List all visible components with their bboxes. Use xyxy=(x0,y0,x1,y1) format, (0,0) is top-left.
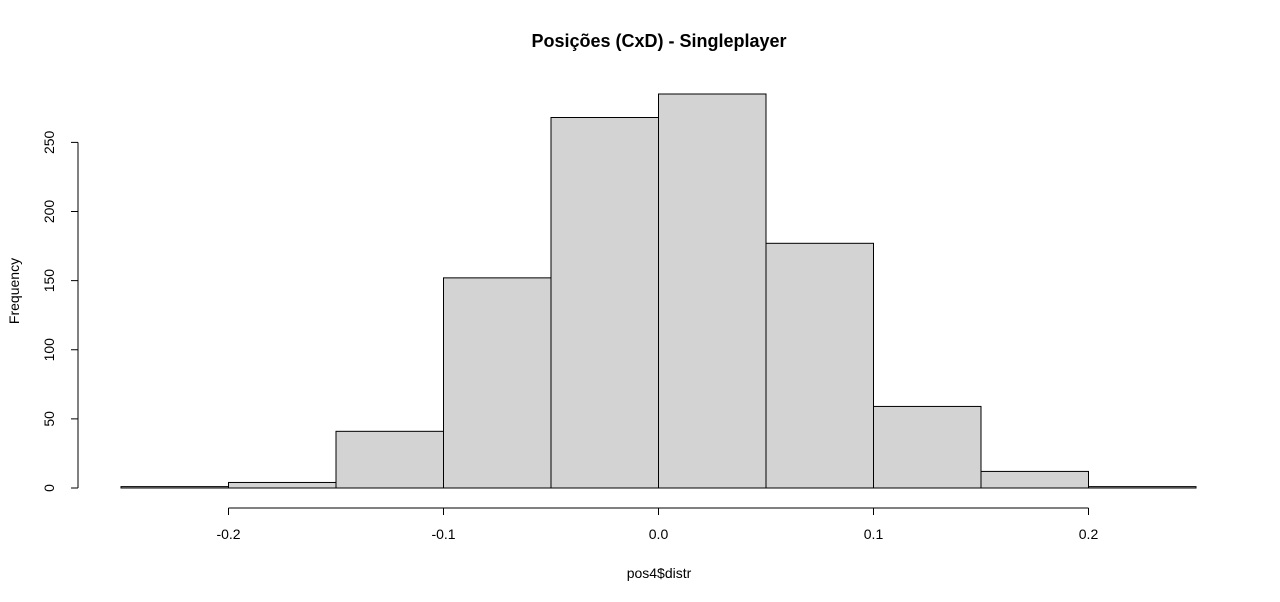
histogram-bar-7 xyxy=(873,405,982,489)
y-tick-label: 50 xyxy=(41,411,57,427)
histogram-bar-8 xyxy=(980,470,1089,489)
y-tick-label: 150 xyxy=(41,269,57,293)
histogram-bar-5 xyxy=(658,93,767,489)
y-tick-label: 200 xyxy=(41,200,57,224)
y-tick-label: 100 xyxy=(41,338,57,362)
x-axis: -0.2 -0.1 0.0 0.1 0.2 xyxy=(216,507,1099,542)
histogram-bar-0 xyxy=(120,486,229,489)
y-tick-label: 0 xyxy=(41,484,57,492)
y-axis: 0 50 100 150 200 250 xyxy=(41,130,79,492)
x-axis-label: pos4$distr xyxy=(627,565,692,581)
y-axis-label: Frequency xyxy=(6,258,22,324)
histogram-bar-6 xyxy=(765,242,874,489)
x-tick-label: -0.2 xyxy=(216,526,240,542)
x-tick-label: -0.1 xyxy=(431,526,455,542)
histogram-bar-3 xyxy=(443,277,552,489)
histogram-bar-2 xyxy=(335,430,444,489)
x-tick-label: 0.1 xyxy=(864,526,884,542)
x-tick-label: 0.2 xyxy=(1079,526,1099,542)
bars-group xyxy=(120,93,1197,489)
x-tick-label: 0.0 xyxy=(649,526,669,542)
histogram-bar-4 xyxy=(550,117,659,489)
histogram-bar-1 xyxy=(228,481,337,489)
y-tick-label: 250 xyxy=(41,130,57,154)
histogram-bar-9 xyxy=(1088,486,1197,489)
chart-title: Posições (CxD) - Singleplayer xyxy=(531,31,786,51)
